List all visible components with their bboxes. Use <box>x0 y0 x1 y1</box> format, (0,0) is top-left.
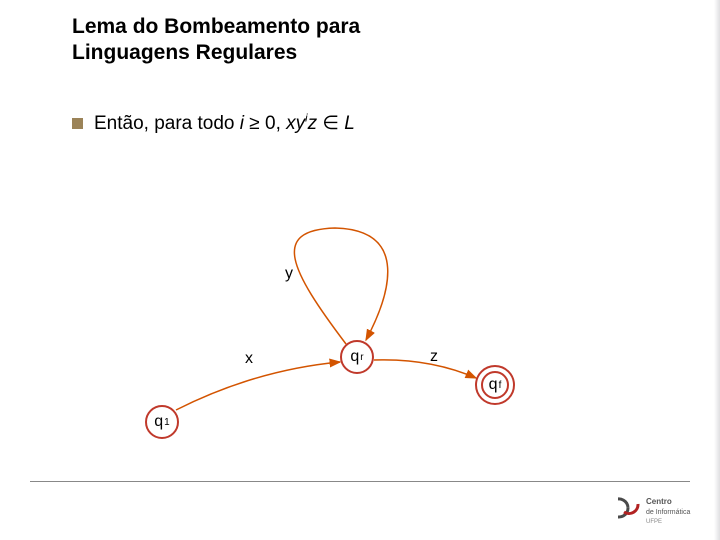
footer-logo: Centro de Informática UFPE <box>618 490 696 526</box>
edge-label-z: z <box>430 348 438 366</box>
stmt-z: z <box>308 113 318 134</box>
edge-y-loop <box>294 228 387 344</box>
state-q1-label: q <box>154 413 163 431</box>
statement-text: Então, para todo i ≥ 0, xyiz ∈ L <box>94 112 355 135</box>
state-qr-sub: r <box>360 352 363 363</box>
state-qf-inner: qf <box>481 371 509 399</box>
state-q1: q1 <box>145 405 179 439</box>
edge-label-y: y <box>285 265 293 283</box>
state-qr-label: q <box>350 348 359 366</box>
stmt-prefix: Então, para todo <box>94 113 240 134</box>
stmt-xy: xy <box>286 113 305 134</box>
right-edge-shadow <box>714 0 720 540</box>
state-q1-sub: 1 <box>164 417 170 428</box>
svg-text:UFPE: UFPE <box>646 519 662 525</box>
edge-label-x: x <box>245 350 253 368</box>
title-line-2: Linguagens Regulares <box>72 41 297 64</box>
stmt-in: ∈ <box>317 113 344 134</box>
svg-text:Centro: Centro <box>646 497 672 506</box>
stmt-geq: ≥ 0, <box>244 113 286 134</box>
state-qr: qr <box>340 340 374 374</box>
edge-x <box>176 362 340 410</box>
state-qf: qf <box>475 365 515 405</box>
slide-title: Lema do Bombeamento para Linguagens Regu… <box>72 14 360 67</box>
edge-z <box>374 360 476 378</box>
automaton-diagram: q1 qr qf x y z <box>90 210 560 450</box>
bullet-square <box>72 118 83 129</box>
state-qf-label: q <box>489 376 498 394</box>
state-qf-sub: f <box>499 380 502 391</box>
footer-divider <box>30 481 690 482</box>
logo-icon: Centro de Informática UFPE <box>618 490 696 526</box>
stmt-L: L <box>344 113 355 134</box>
svg-text:de Informática: de Informática <box>646 509 690 516</box>
title-line-1: Lema do Bombeamento para <box>72 15 360 38</box>
